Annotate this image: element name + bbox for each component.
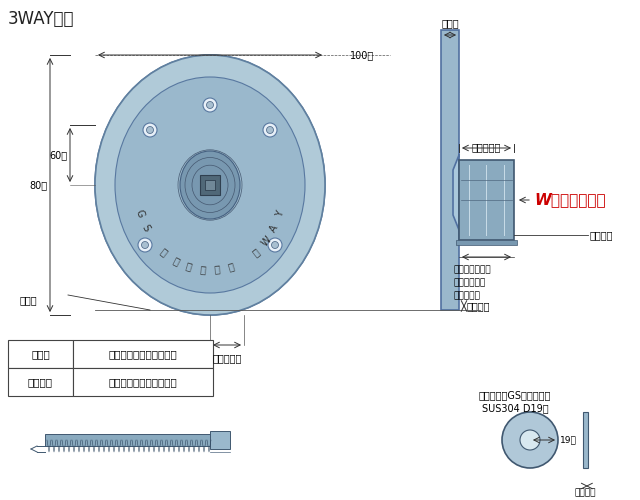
Text: バ: バ — [185, 261, 193, 272]
Text: ４．６㎜: ４．６㎜ — [575, 488, 596, 497]
Text: ネジ深さ１９㎜: ネジ深さ１９㎜ — [454, 265, 492, 274]
Ellipse shape — [180, 151, 240, 219]
Ellipse shape — [263, 123, 277, 137]
Text: ナット部: ナット部 — [28, 377, 53, 387]
Text: G: G — [134, 209, 145, 219]
Bar — [459, 160, 514, 240]
Text: ナ: ナ — [214, 264, 220, 274]
Ellipse shape — [203, 98, 217, 112]
Text: 下穴処理用GSワッシャー: 下穴処理用GSワッシャー — [479, 390, 551, 400]
Text: ２７．５㎜: ２７．５㎜ — [472, 142, 501, 152]
Bar — [8, 340, 73, 368]
Ellipse shape — [115, 77, 305, 293]
Text: スチール＋三価ホワイト: スチール＋三価ホワイト — [109, 377, 177, 387]
Text: 100㎜: 100㎜ — [350, 50, 374, 60]
Bar — [8, 368, 73, 396]
Bar — [73, 368, 213, 396]
Bar — [583, 412, 588, 468]
Bar — [441, 30, 459, 310]
Polygon shape — [453, 155, 459, 230]
Bar — [73, 340, 213, 368]
Text: ３４．６㎜: ３４．６㎜ — [212, 353, 242, 363]
Ellipse shape — [95, 55, 325, 315]
Bar — [456, 240, 517, 245]
Ellipse shape — [143, 123, 157, 137]
Bar — [205, 180, 215, 190]
Text: 座金部: 座金部 — [20, 295, 38, 305]
Ellipse shape — [141, 242, 148, 248]
Text: 3WAY本体: 3WAY本体 — [8, 10, 74, 28]
Text: 19㎜: 19㎜ — [560, 436, 577, 444]
Ellipse shape — [268, 238, 282, 252]
Text: W１／２－１２: W１／２－１２ — [534, 192, 606, 208]
Ellipse shape — [147, 126, 154, 134]
Bar — [45, 434, 215, 446]
Ellipse shape — [138, 238, 152, 252]
Text: 60㎜: 60㎜ — [49, 150, 67, 160]
Text: W: W — [259, 234, 273, 248]
Ellipse shape — [271, 242, 278, 248]
Bar — [200, 175, 220, 195]
Text: １０㎜: １０㎜ — [441, 18, 459, 28]
Text: 座金部: 座金部 — [31, 349, 50, 359]
Text: スチール＋三価ホワイト: スチール＋三価ホワイト — [109, 349, 177, 359]
Ellipse shape — [520, 430, 540, 450]
Ellipse shape — [502, 412, 558, 468]
Text: シ: シ — [171, 255, 181, 266]
Text: ナット部: ナット部 — [590, 230, 614, 240]
Ellipse shape — [207, 102, 214, 108]
Text: 対辺１７㎜: 対辺１７㎜ — [454, 291, 481, 300]
Text: 80㎜: 80㎜ — [29, 180, 47, 190]
Text: ギ: ギ — [227, 261, 235, 272]
Text: S: S — [140, 223, 152, 234]
Text: ツ: ツ — [200, 264, 206, 274]
Ellipse shape — [95, 55, 325, 315]
Text: ア: ア — [159, 246, 170, 258]
Text: A: A — [268, 223, 280, 234]
Text: Y: Y — [275, 210, 286, 218]
Ellipse shape — [266, 126, 273, 134]
Bar — [210, 431, 230, 449]
Text: ３．２㎜: ３．２㎜ — [467, 301, 490, 311]
Text: 高ナット六角: 高ナット六角 — [454, 278, 486, 287]
Text: ３: ３ — [250, 246, 261, 258]
Text: SUS304 D19㎜: SUS304 D19㎜ — [482, 403, 548, 413]
